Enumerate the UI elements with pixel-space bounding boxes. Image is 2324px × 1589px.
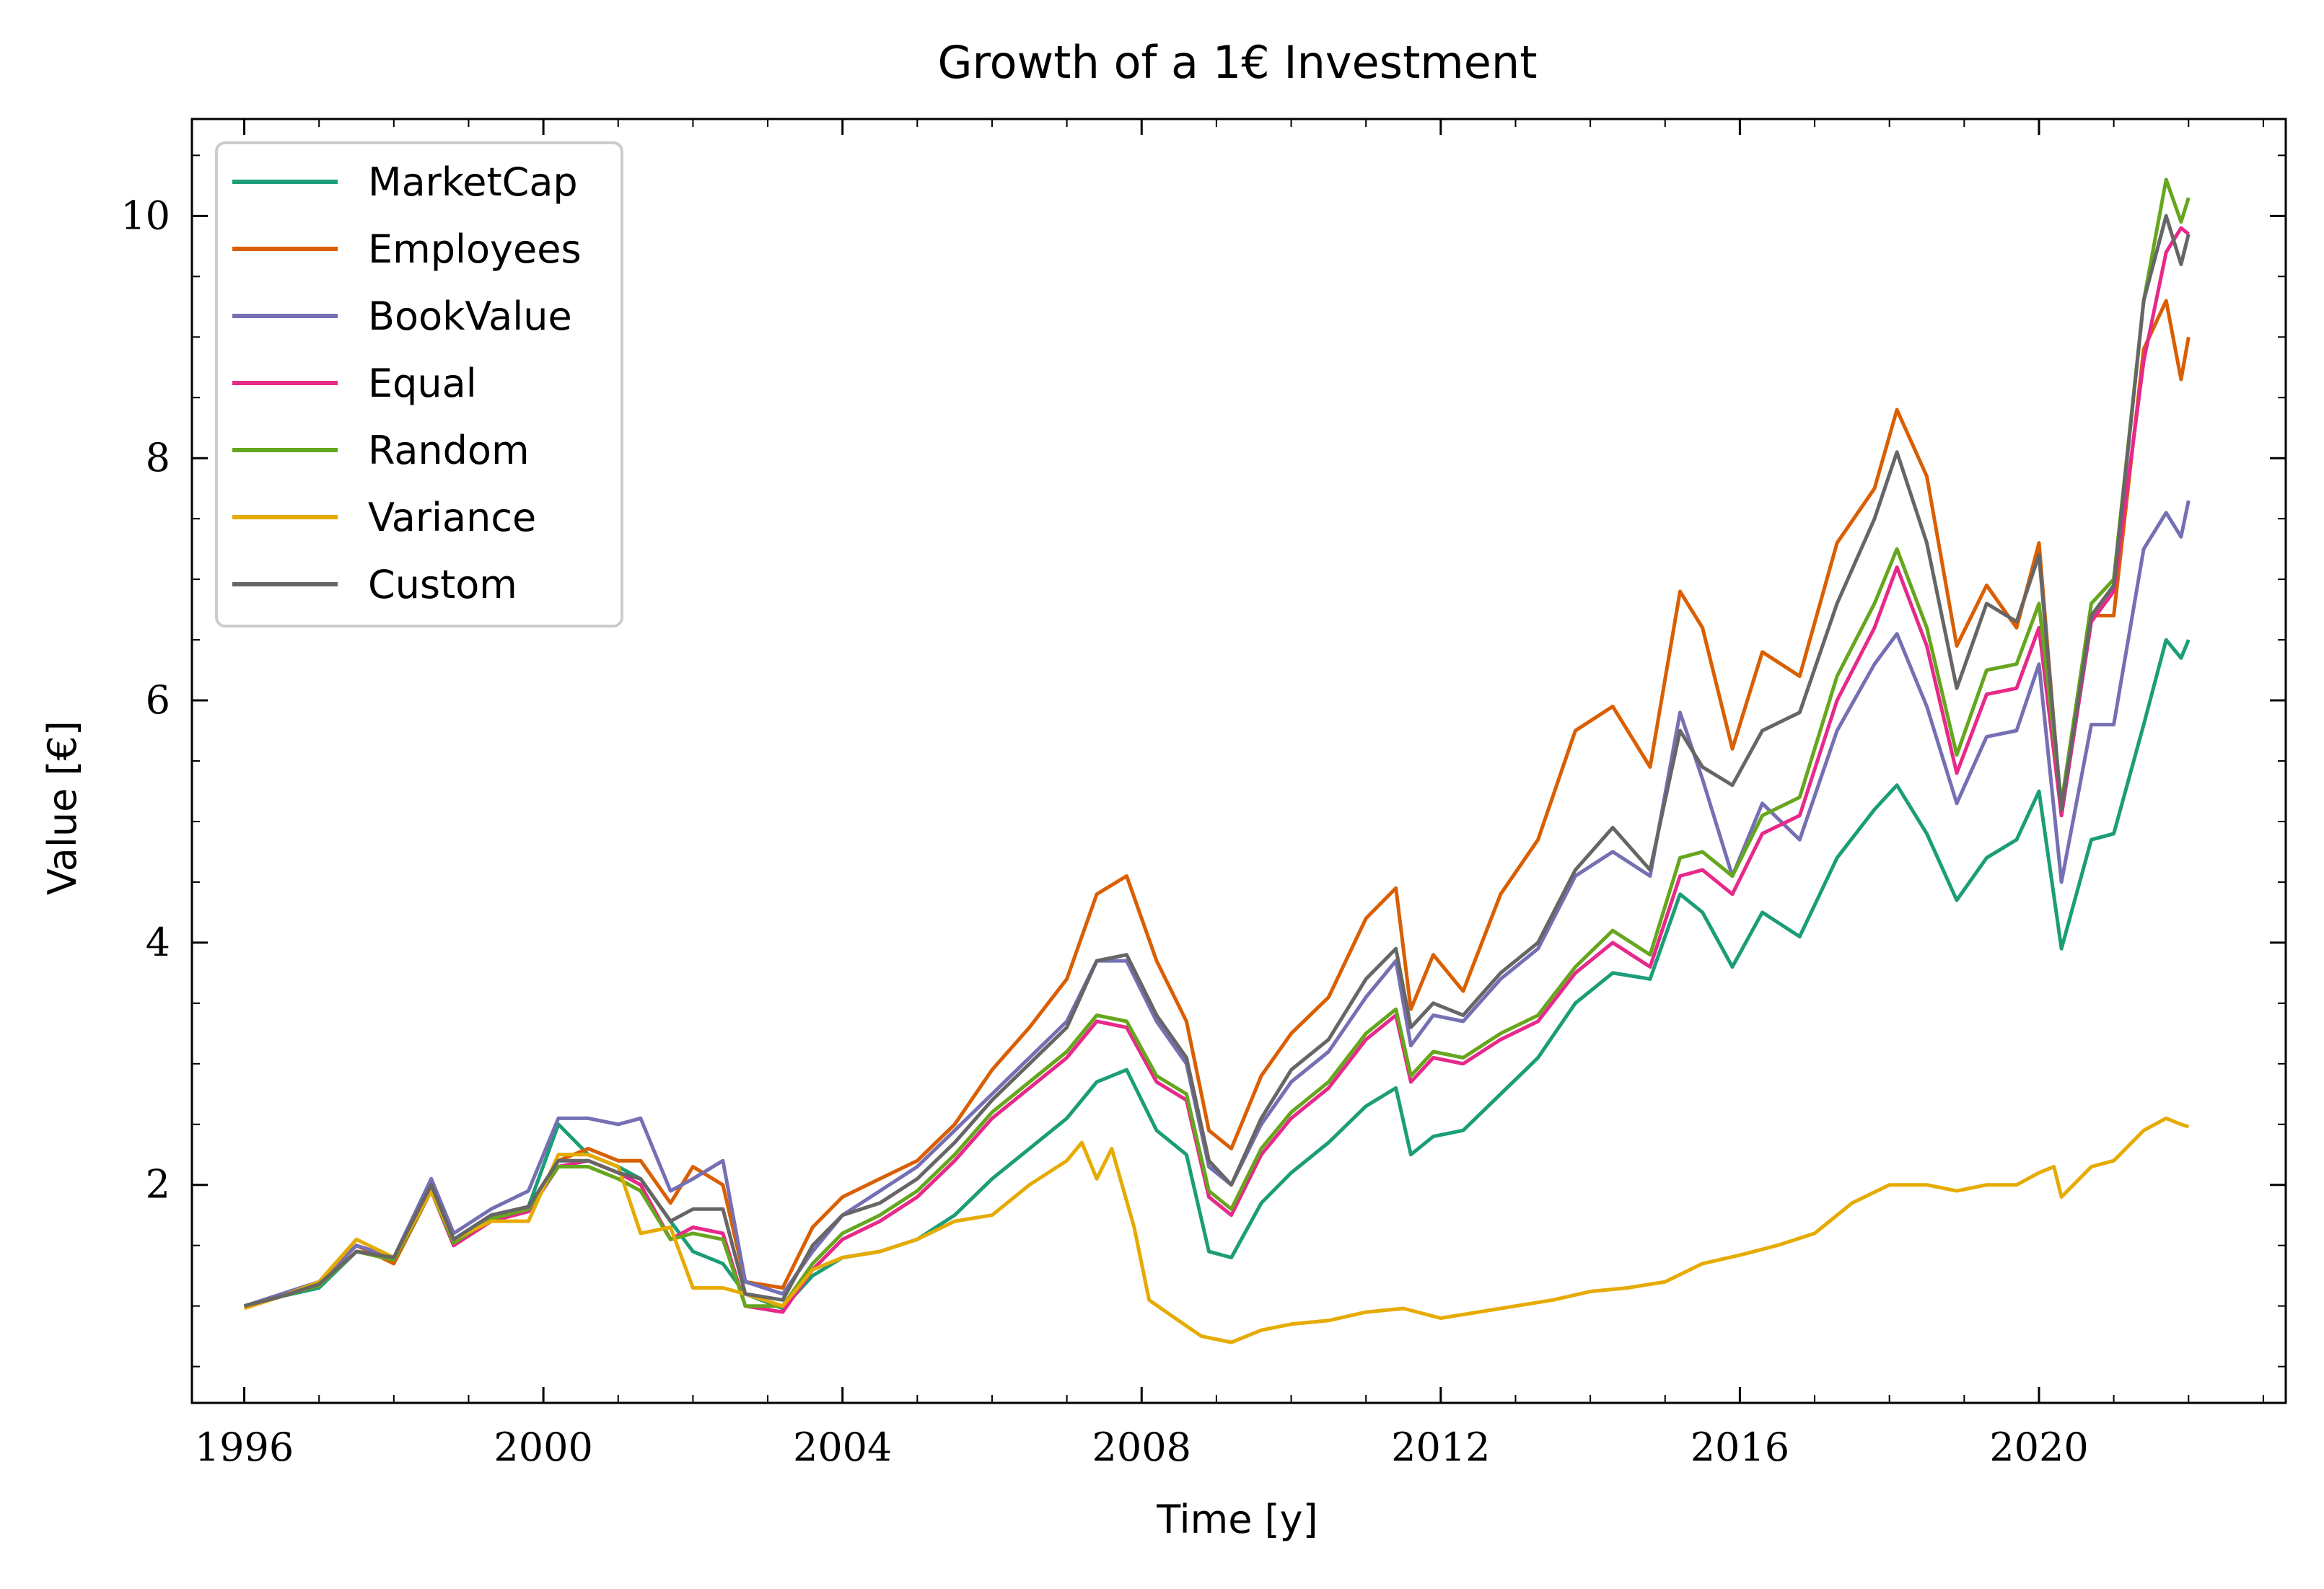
legend-label-marketcap: MarketCap [368, 159, 578, 205]
series-line-employees [243, 299, 2191, 1308]
x-axis-label: Time [y] [1156, 1497, 1317, 1542]
legend-label-custom: Custom [368, 562, 517, 607]
x-tick-label: 2004 [793, 1425, 892, 1470]
legend-label-variance: Variance [368, 495, 536, 540]
x-tick-label: 2012 [1391, 1425, 1490, 1470]
y-tick-label: 8 [146, 435, 170, 480]
y-tick-label: 10 [120, 193, 170, 238]
y-axis-label: Value [€] [40, 721, 85, 895]
legend-label-random: Random [368, 428, 530, 473]
y-tick-label: 6 [146, 677, 170, 723]
y-tick-label: 2 [146, 1162, 170, 1207]
x-tick-label: 2000 [494, 1425, 592, 1470]
series-line-variance [243, 1116, 2190, 1344]
series-line-bookvalue [243, 500, 2191, 1308]
axis-ticks: 1996 2000 2004 2008 2012 2016 2020 2 4 6 8 10 [120, 119, 2286, 1470]
x-tick-label: 1996 [195, 1425, 294, 1470]
x-tick-label: 2008 [1092, 1425, 1191, 1470]
series-line-custom [243, 214, 2191, 1308]
legend-box [215, 141, 623, 628]
plot-area-frame [190, 118, 2287, 1404]
series-lines [243, 177, 2191, 1344]
x-tick-label: 2020 [1989, 1425, 2088, 1470]
legend-items: MarketCap Employees BookValue Equal Random Va… [232, 159, 582, 607]
chart-title: Growth of a 1€ Investment [937, 36, 1537, 89]
legend: MarketCap Employees BookValue Equal Random Va… [215, 141, 623, 628]
legend-label-bookvalue: BookValue [368, 294, 572, 339]
y-tick-label: 4 [146, 920, 170, 965]
series-line-random [243, 177, 2191, 1308]
x-tick-label: 2016 [1691, 1425, 1789, 1470]
legend-label-equal: Equal [368, 361, 477, 406]
legend-label-employees: Employees [368, 226, 582, 272]
